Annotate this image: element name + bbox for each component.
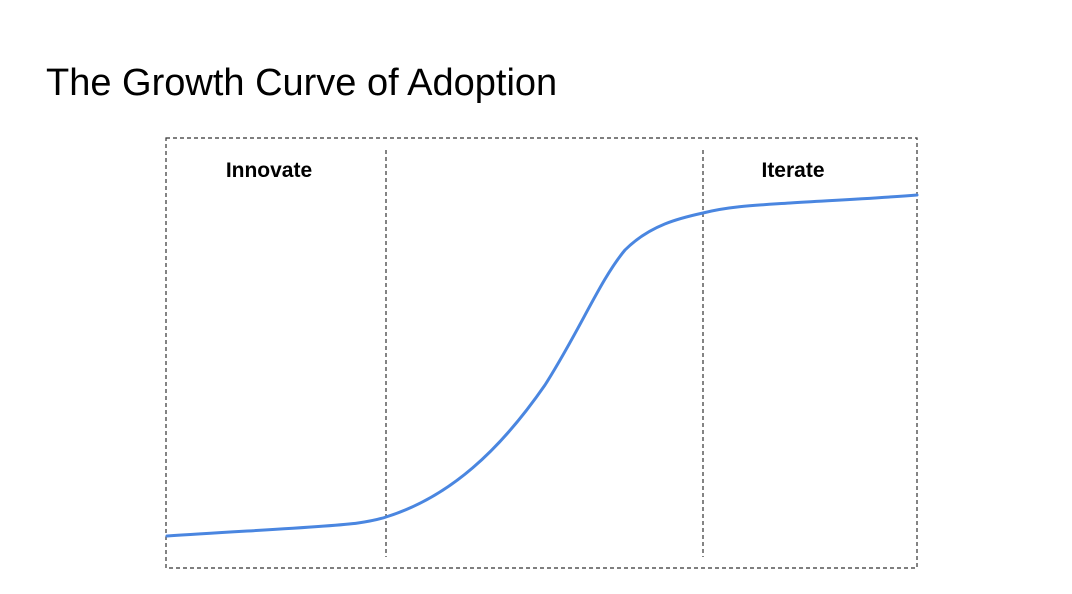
phase-label-innovate: Innovate bbox=[226, 159, 312, 182]
growth-curve-line bbox=[165, 193, 919, 538]
slide-title: The Growth Curve of Adoption bbox=[46, 62, 558, 104]
phase-label-iterate: Iterate bbox=[761, 159, 824, 182]
diagram-frame bbox=[165, 137, 918, 569]
